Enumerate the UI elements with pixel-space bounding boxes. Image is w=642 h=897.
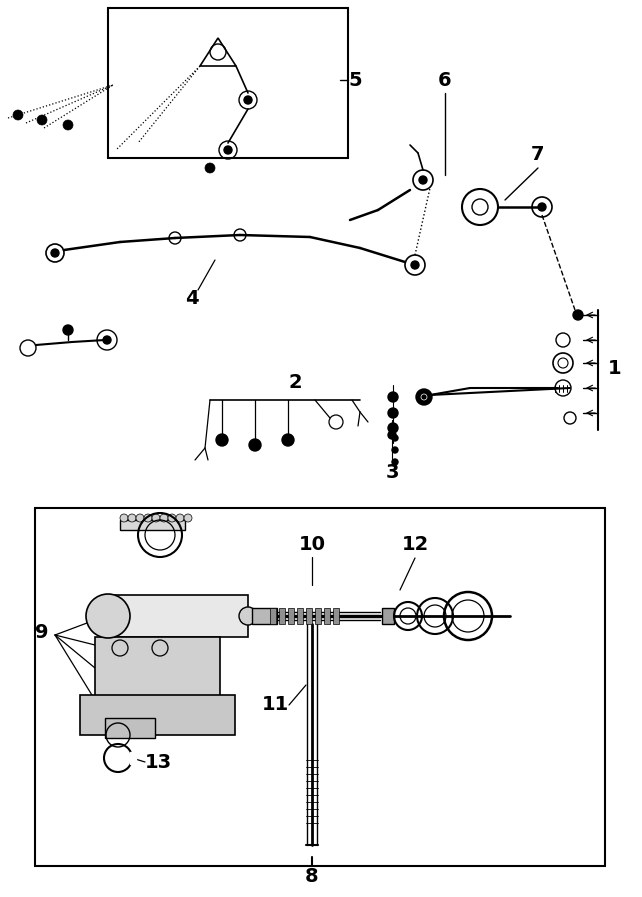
- Bar: [120, 520, 185, 530]
- Circle shape: [411, 261, 419, 269]
- Circle shape: [205, 163, 215, 173]
- Circle shape: [239, 607, 257, 625]
- Bar: [279, 608, 285, 624]
- Circle shape: [63, 120, 73, 130]
- Circle shape: [573, 310, 583, 320]
- Circle shape: [388, 423, 398, 433]
- Circle shape: [160, 514, 168, 522]
- Circle shape: [392, 459, 398, 465]
- Text: 10: 10: [299, 536, 325, 554]
- Circle shape: [51, 249, 59, 257]
- Bar: [95, 637, 220, 722]
- Text: 12: 12: [401, 536, 429, 554]
- Text: 5: 5: [348, 71, 362, 90]
- Circle shape: [128, 514, 136, 522]
- Circle shape: [63, 325, 73, 335]
- Text: 11: 11: [261, 695, 289, 715]
- Circle shape: [168, 514, 176, 522]
- Circle shape: [416, 389, 432, 405]
- Text: 3: 3: [385, 463, 399, 482]
- Circle shape: [392, 447, 398, 453]
- Circle shape: [282, 434, 294, 446]
- Circle shape: [224, 146, 232, 154]
- Circle shape: [184, 514, 192, 522]
- Circle shape: [388, 392, 398, 402]
- Circle shape: [388, 408, 398, 418]
- Circle shape: [176, 514, 184, 522]
- Circle shape: [103, 336, 111, 344]
- Text: 13: 13: [144, 753, 171, 771]
- Text: 4: 4: [185, 289, 199, 308]
- Bar: [306, 608, 312, 624]
- Circle shape: [538, 203, 546, 211]
- Bar: [108, 595, 248, 637]
- Circle shape: [388, 431, 396, 439]
- Circle shape: [152, 514, 160, 522]
- Bar: [252, 608, 277, 624]
- Circle shape: [37, 115, 47, 125]
- Bar: [80, 695, 235, 735]
- Circle shape: [249, 439, 261, 451]
- Bar: [108, 8, 348, 158]
- Text: 9: 9: [35, 623, 49, 641]
- Text: 1: 1: [608, 359, 622, 378]
- Bar: [333, 608, 339, 624]
- Circle shape: [144, 514, 152, 522]
- Circle shape: [13, 110, 23, 120]
- Bar: [324, 608, 330, 624]
- Circle shape: [136, 514, 144, 522]
- Circle shape: [392, 435, 398, 441]
- Circle shape: [245, 97, 251, 103]
- Circle shape: [244, 96, 252, 104]
- Text: 7: 7: [531, 145, 545, 164]
- Bar: [270, 608, 276, 624]
- Bar: [105, 718, 155, 738]
- Text: 6: 6: [438, 71, 452, 90]
- Bar: [130, 752, 136, 764]
- Bar: [297, 608, 303, 624]
- Text: 2: 2: [288, 373, 302, 393]
- Circle shape: [120, 514, 128, 522]
- Circle shape: [419, 176, 427, 184]
- Bar: [315, 608, 321, 624]
- Bar: [382, 608, 394, 624]
- Circle shape: [216, 434, 228, 446]
- Bar: [35, 508, 605, 866]
- Bar: [288, 608, 294, 624]
- Text: 8: 8: [305, 867, 319, 885]
- Circle shape: [86, 594, 130, 638]
